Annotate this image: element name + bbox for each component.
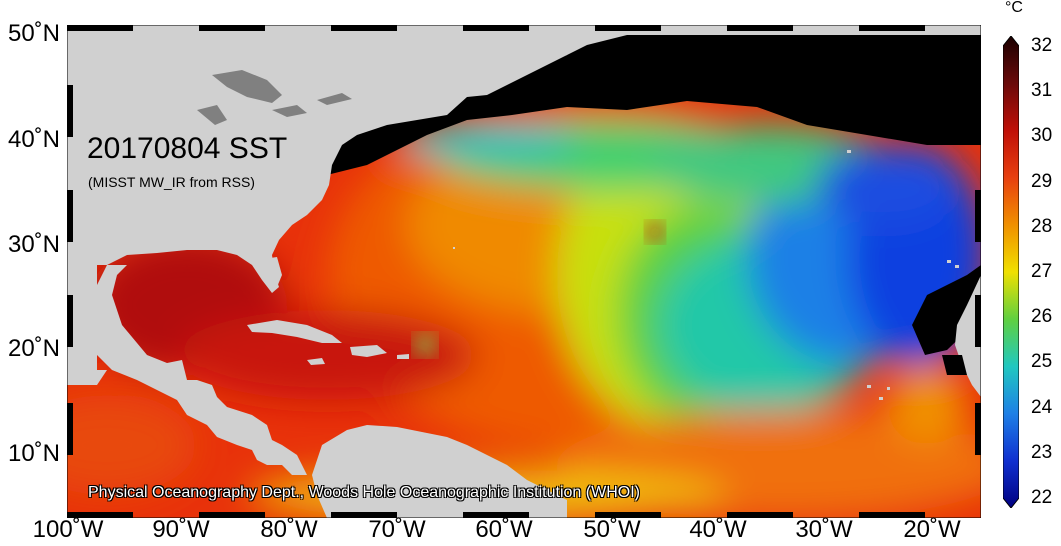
colorbar-tick-label: 31 [1031, 80, 1053, 102]
colorbar-tick-label: 23 [1031, 441, 1053, 463]
lon-label-100w: 100˚W [32, 516, 104, 543]
warm-eddy [647, 223, 663, 241]
lon-label-20w: 20˚W [903, 516, 961, 543]
hispaniola [350, 345, 387, 357]
florida [257, 257, 282, 287]
colorbar-unit: °C [1005, 0, 1023, 16]
lat-label-30n: 30˚N [7, 231, 60, 258]
puerto-rico [397, 354, 409, 359]
lon-label-50w: 50˚W [583, 516, 641, 543]
cuba [247, 320, 342, 343]
sst-map [67, 25, 981, 518]
lon-label-70w: 70˚W [368, 516, 426, 543]
frame-ticks-bottom [67, 512, 925, 518]
frame-ticks-top [67, 25, 925, 31]
colorbar-tick-label: 28 [1031, 215, 1053, 237]
frame-ticks-left [67, 85, 73, 455]
lon-label-80w: 80˚W [260, 516, 318, 543]
colorbar-tick-label: 27 [1031, 261, 1053, 282]
colorbar-tick-label: 24 [1031, 396, 1053, 418]
jamaica [307, 358, 325, 365]
sst-field [67, 95, 981, 518]
colorbar-tick-label: 29 [1031, 170, 1053, 192]
south-america-land [312, 425, 567, 518]
colorbar-tick-label: 25 [1031, 351, 1053, 373]
colorbar-tick-label: 26 [1031, 306, 1053, 328]
africa-land [955, 275, 981, 397]
colorbar [1003, 36, 1019, 508]
north-america-land [67, 25, 981, 475]
lon-label-30w: 30˚W [795, 516, 853, 543]
lat-label-10n: 10˚N [7, 440, 60, 467]
lon-label-40w: 40˚W [689, 516, 747, 543]
lon-label-60w: 60˚W [475, 516, 533, 543]
sst-map-svg [67, 25, 981, 518]
lat-label-50n: 50˚N [7, 20, 60, 47]
map-subtitle: (MISST MW_IR from RSS) [88, 174, 255, 190]
frame-ticks-right [975, 85, 981, 455]
lat-label-40n: 40˚N [7, 126, 60, 153]
map-credit: Physical Oceanography Dept., Woods Hole … [88, 484, 640, 501]
colorbar-tick-label: 30 [1031, 125, 1053, 147]
colorbar-tick-label: 22 [1031, 487, 1053, 508]
lat-label-20n: 20˚N [7, 335, 60, 362]
great-lakes [212, 70, 282, 103]
map-title: 20170804 SST [87, 132, 288, 165]
colorbar-tick-label: 32 [1031, 35, 1053, 56]
cool-eddy [415, 335, 435, 355]
lon-label-90w: 90˚W [152, 516, 210, 543]
